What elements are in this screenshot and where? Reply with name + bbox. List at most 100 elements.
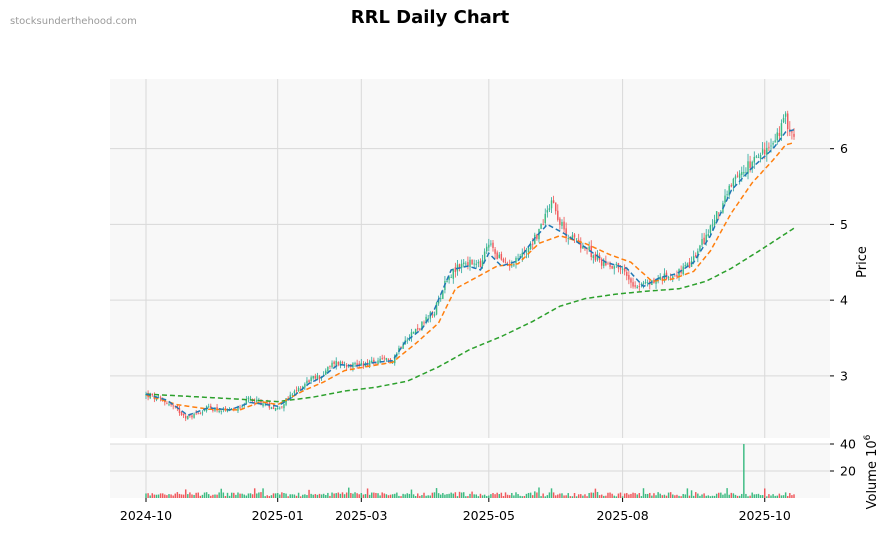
candle-body — [479, 261, 482, 268]
volume-bar — [548, 492, 551, 498]
candle-body — [655, 280, 657, 284]
candle-body — [316, 375, 319, 380]
volume-bar — [525, 493, 528, 498]
volume-bar — [337, 492, 340, 498]
candle-body — [383, 357, 386, 359]
watermark: stocksunderthehood.com — [10, 16, 137, 27]
volume-bar — [611, 493, 613, 498]
volume-bar — [421, 495, 423, 498]
volume-bar — [623, 493, 626, 498]
candle-body — [611, 265, 613, 269]
volume-bar — [718, 492, 720, 498]
candle-body — [452, 268, 455, 279]
volume-bar — [314, 494, 317, 498]
volume-bar — [155, 494, 158, 498]
volume-bar — [218, 492, 220, 498]
volume-bar — [481, 495, 484, 498]
candle-body — [527, 247, 530, 252]
candle-body — [166, 403, 168, 405]
candle-body — [550, 200, 553, 209]
candle-body — [279, 407, 281, 409]
candle-body — [427, 318, 429, 320]
volume-bar — [747, 496, 749, 498]
volume-bar — [580, 494, 582, 498]
candle-body — [308, 380, 310, 382]
volume-bar — [207, 494, 210, 498]
volume-bar — [678, 495, 680, 498]
candle-body — [237, 406, 239, 411]
candle-body — [425, 316, 427, 323]
volume-bar — [176, 492, 179, 498]
moving-averages — [145, 128, 795, 417]
volume-bar — [191, 494, 193, 498]
volume-bar — [682, 494, 684, 498]
volume-bar — [653, 493, 655, 498]
candle-body — [632, 282, 634, 287]
candle-body — [341, 361, 344, 364]
candle-body — [193, 413, 195, 418]
volume-bar — [577, 494, 580, 498]
volume-bar — [584, 494, 586, 498]
volume-bar — [575, 496, 578, 498]
candle-body — [210, 405, 212, 409]
candle-body — [529, 243, 532, 249]
volume-bar — [644, 493, 647, 498]
volume-bar — [636, 494, 638, 498]
volume-bar — [688, 495, 691, 498]
volume-bar — [212, 494, 214, 498]
volume-bar — [279, 494, 281, 498]
volume-bar — [287, 496, 289, 498]
volume-tick-label: 20 — [840, 464, 856, 479]
volume-bar — [776, 495, 779, 498]
volume-bar — [465, 496, 467, 498]
volume-bar — [563, 495, 565, 498]
candle-body — [406, 339, 409, 341]
volume-bar — [253, 488, 256, 498]
volume-bar — [373, 492, 375, 498]
candle-body — [327, 366, 329, 372]
candle-body — [753, 156, 756, 163]
volume-bar — [621, 496, 624, 498]
volume-bar — [329, 495, 331, 498]
volume-bar — [506, 494, 509, 498]
volume-bar — [189, 492, 191, 498]
date-tick-label: 2025-03 — [335, 508, 387, 523]
candle-body — [168, 404, 170, 406]
candle-body — [448, 276, 450, 280]
volume-bar — [291, 494, 294, 498]
volume-bar — [462, 492, 465, 498]
volume-bar — [343, 494, 346, 498]
candle-body — [730, 185, 733, 187]
volume-bar — [270, 495, 273, 498]
volume-bar — [569, 496, 572, 498]
candle-body — [249, 397, 252, 399]
candle-body — [274, 408, 277, 411]
volume-bar — [690, 490, 693, 498]
candle-body — [692, 256, 695, 261]
candle-body — [191, 415, 193, 418]
volume-bar — [320, 494, 323, 498]
volume-bar — [697, 493, 699, 498]
volume-bar — [743, 444, 745, 498]
volume-bar — [705, 495, 707, 498]
candle-body — [421, 321, 423, 331]
volume-bar — [669, 492, 672, 498]
candles — [145, 110, 795, 422]
volume-bar — [396, 492, 398, 498]
candle-body — [285, 398, 287, 405]
candle-body — [793, 133, 795, 137]
candle-body — [588, 246, 590, 250]
candle-body — [276, 407, 279, 410]
candle-body — [475, 263, 478, 265]
volume-bar — [159, 493, 162, 498]
volume-bar — [383, 493, 386, 498]
volume-bar — [306, 495, 308, 498]
candle-body — [542, 224, 544, 225]
candle-body — [701, 239, 703, 245]
candle-body — [519, 256, 521, 258]
candle-body — [508, 265, 511, 267]
volume-bar — [412, 494, 415, 498]
volume-axis-label-main: Volume 10 — [865, 440, 880, 509]
volume-bar — [741, 493, 743, 498]
